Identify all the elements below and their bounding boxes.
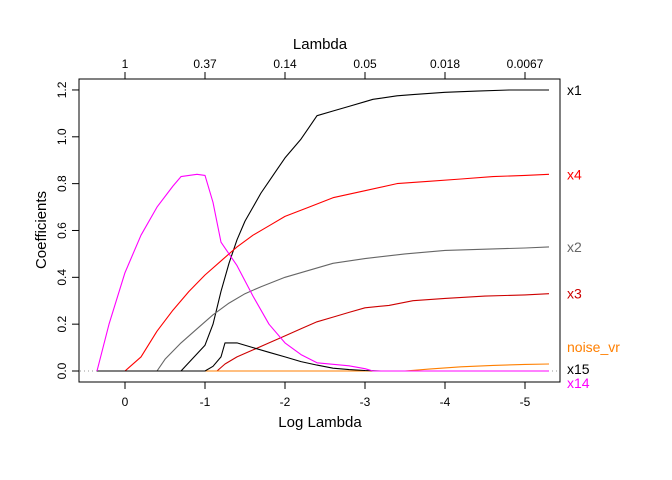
top-tick-label: 0.37 bbox=[193, 57, 217, 71]
plot-frame bbox=[78, 78, 561, 383]
series-line-x4 bbox=[97, 173, 550, 372]
series-line-x15 bbox=[97, 342, 549, 372]
x-tick-label: 0 bbox=[122, 395, 129, 409]
top-tick-label: 0.018 bbox=[430, 57, 460, 71]
y-tick-label: 0.2 bbox=[55, 315, 69, 332]
series-label-x2: x2 bbox=[567, 239, 582, 255]
series-label-x1: x1 bbox=[567, 82, 582, 98]
y-tick-label: 0.4 bbox=[55, 269, 69, 286]
x-tick-label: -1 bbox=[200, 395, 211, 409]
series-line-x1 bbox=[97, 89, 549, 372]
top-tick-label: 0.0067 bbox=[507, 57, 544, 71]
chart-title: Lambda bbox=[293, 36, 348, 53]
x-tick-label: -4 bbox=[440, 395, 451, 409]
y-axis: 0.0 0.2 0.4 0.6 0.8 1.0 1.2 bbox=[55, 81, 80, 379]
series-label-x3: x3 bbox=[567, 286, 582, 302]
top-tick-label: 1 bbox=[122, 57, 129, 71]
y-tick-label: 0.6 bbox=[55, 222, 69, 239]
series-line-x14 bbox=[96, 173, 549, 372]
top-tick-label: 0.14 bbox=[273, 57, 297, 71]
x-axis-bottom: 0 -1 -2 -3 -4 -5 bbox=[122, 381, 531, 409]
x-tick-label: -5 bbox=[520, 395, 531, 409]
series-lines bbox=[96, 89, 550, 372]
y-tick-label: 1.0 bbox=[55, 128, 69, 145]
series-label-x14: x14 bbox=[567, 375, 590, 391]
x-axis-label: Log Lambda bbox=[278, 414, 362, 431]
series-line-x3 bbox=[97, 293, 550, 372]
series-line-x2 bbox=[97, 246, 550, 372]
series-line-noise_vr bbox=[97, 363, 550, 372]
x-tick-label: -3 bbox=[360, 395, 371, 409]
y-tick-label: 1.2 bbox=[55, 81, 69, 98]
y-tick-label: 0.8 bbox=[55, 175, 69, 192]
series-label-x15: x15 bbox=[567, 361, 590, 377]
top-tick-label: 0.05 bbox=[353, 57, 377, 71]
series-label-noise_vr: noise_vr bbox=[567, 339, 620, 355]
x-axis-top: 1 0.37 0.14 0.05 0.018 0.0067 bbox=[122, 57, 544, 80]
y-tick-label: 0.0 bbox=[55, 362, 69, 379]
y-axis-label: Coefficients bbox=[33, 191, 50, 269]
x-tick-label: -2 bbox=[280, 395, 291, 409]
series-label-x4: x4 bbox=[567, 166, 582, 182]
